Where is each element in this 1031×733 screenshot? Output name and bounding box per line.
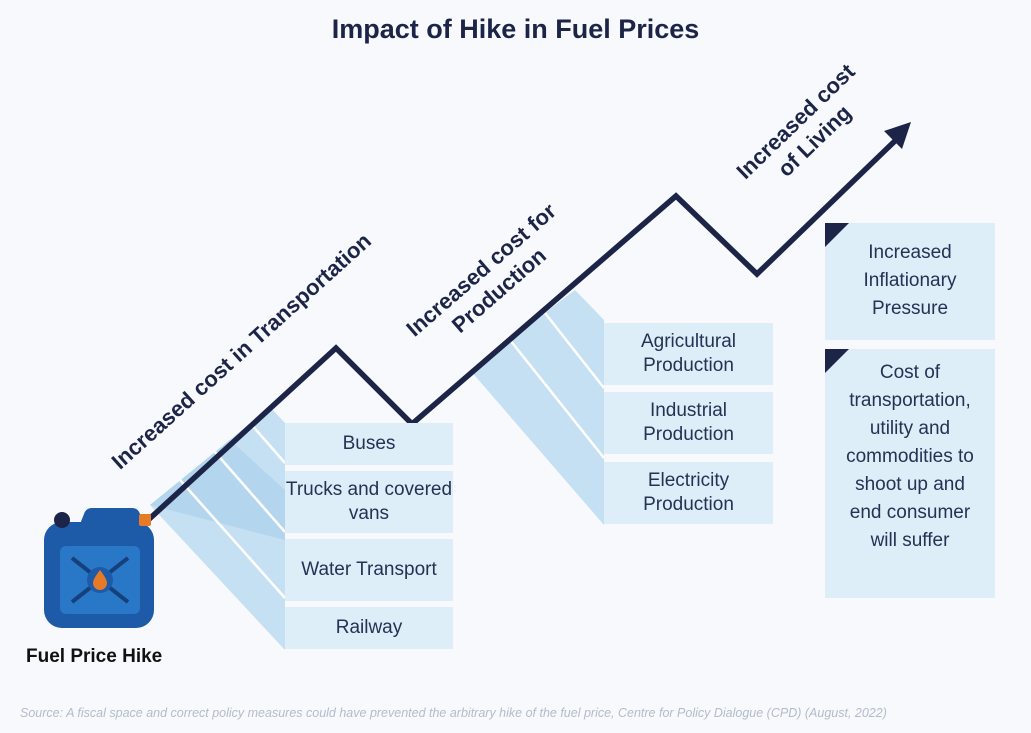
production-item-electricity: Electricity Production [604,462,773,524]
fuel-can-icon [44,508,154,628]
diagram-title: Impact of Hike in Fuel Prices [331,14,700,44]
arrow-head [884,122,911,149]
production-item-industrial: Industrial Production [604,392,773,454]
transport-item-trucks: Trucks and covered vans [285,471,453,533]
living-item-consumer: Cost of transportation, utility and comm… [825,349,995,598]
corner-marker [825,223,849,247]
fuel-price-hike-label: Fuel Price Hike [26,646,163,667]
transport-item-buses: Buses [285,423,453,465]
living-item-inflation: Increased Inflationary Pressure [825,223,995,340]
corner-marker [825,349,849,373]
growth-arrow-line [144,136,900,525]
production-stripes [470,290,604,525]
transport-stripes [150,407,285,650]
transport-item-railway: Railway [285,607,453,649]
source-note: Source: A fiscal space and correct polic… [20,706,887,720]
production-item-agricultural: Agricultural Production [604,323,773,385]
transport-item-water: Water Transport [285,539,453,601]
